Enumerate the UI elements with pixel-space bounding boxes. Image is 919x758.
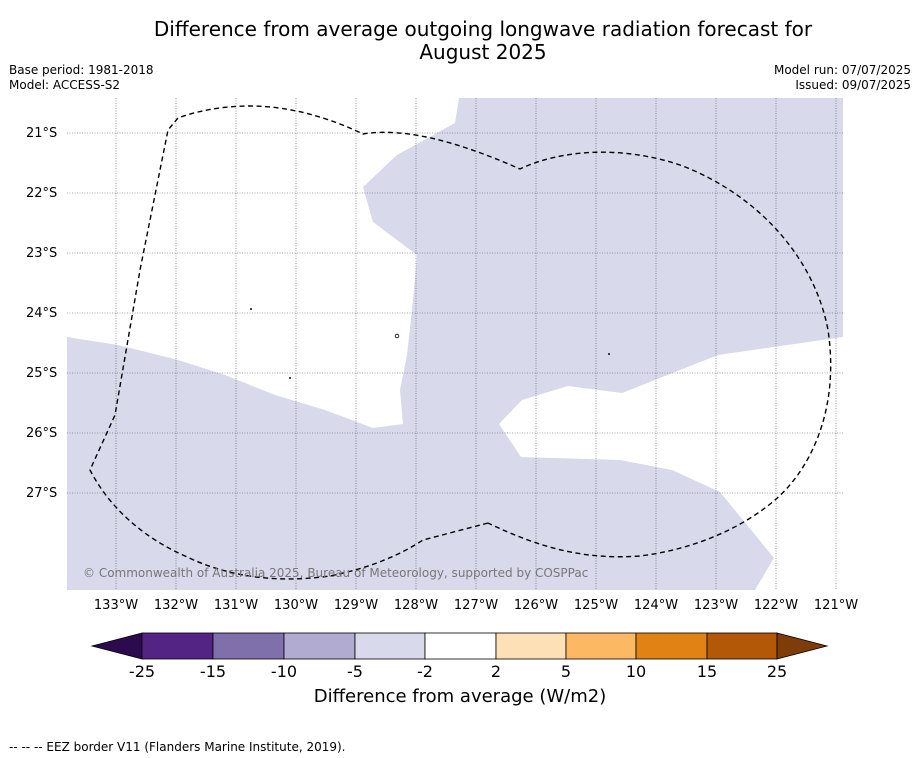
y-tick-label: 24°S	[26, 306, 58, 321]
map-title: Difference from average outgoing longwav…	[0, 18, 919, 64]
eez-footnote: -- -- -- EEZ border V11 (Flanders Marine…	[9, 740, 346, 754]
colorbar-bin	[635, 632, 708, 660]
y-tick-label: 26°S	[26, 426, 58, 441]
colorbar-tick-label: 10	[625, 662, 647, 681]
colorbar-extend-max	[776, 632, 829, 660]
colorbar-bin	[354, 632, 426, 660]
base-period: Base period: 1981-2018	[9, 63, 154, 77]
x-tick-label: 121°W	[813, 598, 859, 613]
x-tick-label: 122°W	[753, 598, 799, 613]
issued-date: Issued: 09/07/2025	[795, 78, 911, 92]
anomaly-region-north-east	[67, 98, 843, 590]
colorbar-extend-min	[90, 632, 143, 660]
island-marker	[608, 352, 611, 355]
x-tick-label: 130°W	[273, 598, 319, 613]
colorbar-bin	[212, 632, 285, 660]
x-tick-label: 128°W	[393, 598, 439, 613]
island-marker	[249, 307, 252, 310]
model-run: Model run: 07/07/2025	[773, 63, 911, 77]
colorbar-label: Difference from average (W/m2)	[313, 686, 607, 707]
island-marker	[394, 333, 400, 339]
x-tick-label: 125°W	[573, 598, 619, 613]
colorbar-tick-label: 5	[560, 662, 572, 681]
colorbar-bin	[283, 632, 356, 660]
x-tick-label: 123°W	[693, 598, 739, 613]
x-tick-label: 133°W	[93, 598, 139, 613]
colorbar-tick-label: -5	[347, 662, 363, 681]
y-tick-label: 23°S	[26, 246, 58, 261]
colorbar-bin	[141, 632, 214, 660]
colorbar-tick-label: -10	[270, 662, 298, 681]
gridlines	[67, 98, 843, 590]
y-tick-label: 27°S	[26, 486, 58, 501]
colorbar-bin	[565, 632, 637, 660]
title-line-1: Difference from average outgoing longwav…	[153, 17, 813, 41]
x-tick-label: 127°W	[453, 598, 499, 613]
colorbar-tick-label: -25	[128, 662, 156, 681]
colorbar-bin	[424, 632, 497, 660]
x-tick-label: 124°W	[633, 598, 679, 613]
x-tick-label: 132°W	[153, 598, 199, 613]
meta-left: Base period: 1981-2018 Model: ACCESS-S2	[9, 63, 154, 93]
y-tick-label: 25°S	[26, 366, 58, 381]
colorbar-tick-label: 25	[766, 662, 788, 681]
anomaly-fill	[67, 98, 843, 590]
colorbar-bin	[495, 632, 567, 660]
y-tick-label: 22°S	[26, 186, 58, 201]
colorbar-bin	[706, 632, 778, 660]
copyright-notice: © Commonwealth of Australia 2025, Bureau…	[83, 566, 589, 580]
colorbar-tick-label: 15	[696, 662, 718, 681]
meta-right: Model run: 07/07/2025 Issued: 09/07/2025	[774, 63, 911, 93]
eez-border-pitcairn	[89, 105, 832, 580]
colorbar-tick-label: -15	[199, 662, 227, 681]
colorbar-tick-label: -2	[417, 662, 433, 681]
title-line-2: August 2025	[419, 40, 547, 64]
colorbar-tick-label: 2	[490, 662, 502, 681]
x-tick-label: 131°W	[213, 598, 259, 613]
island-marker	[288, 376, 291, 379]
eez-borders	[89, 105, 832, 580]
x-tick-label: 129°W	[333, 598, 379, 613]
islands	[249, 307, 611, 379]
model-name: Model: ACCESS-S2	[9, 78, 121, 92]
y-tick-label: 21°S	[26, 126, 58, 141]
colorbar	[90, 632, 829, 660]
x-tick-label: 126°W	[513, 598, 559, 613]
